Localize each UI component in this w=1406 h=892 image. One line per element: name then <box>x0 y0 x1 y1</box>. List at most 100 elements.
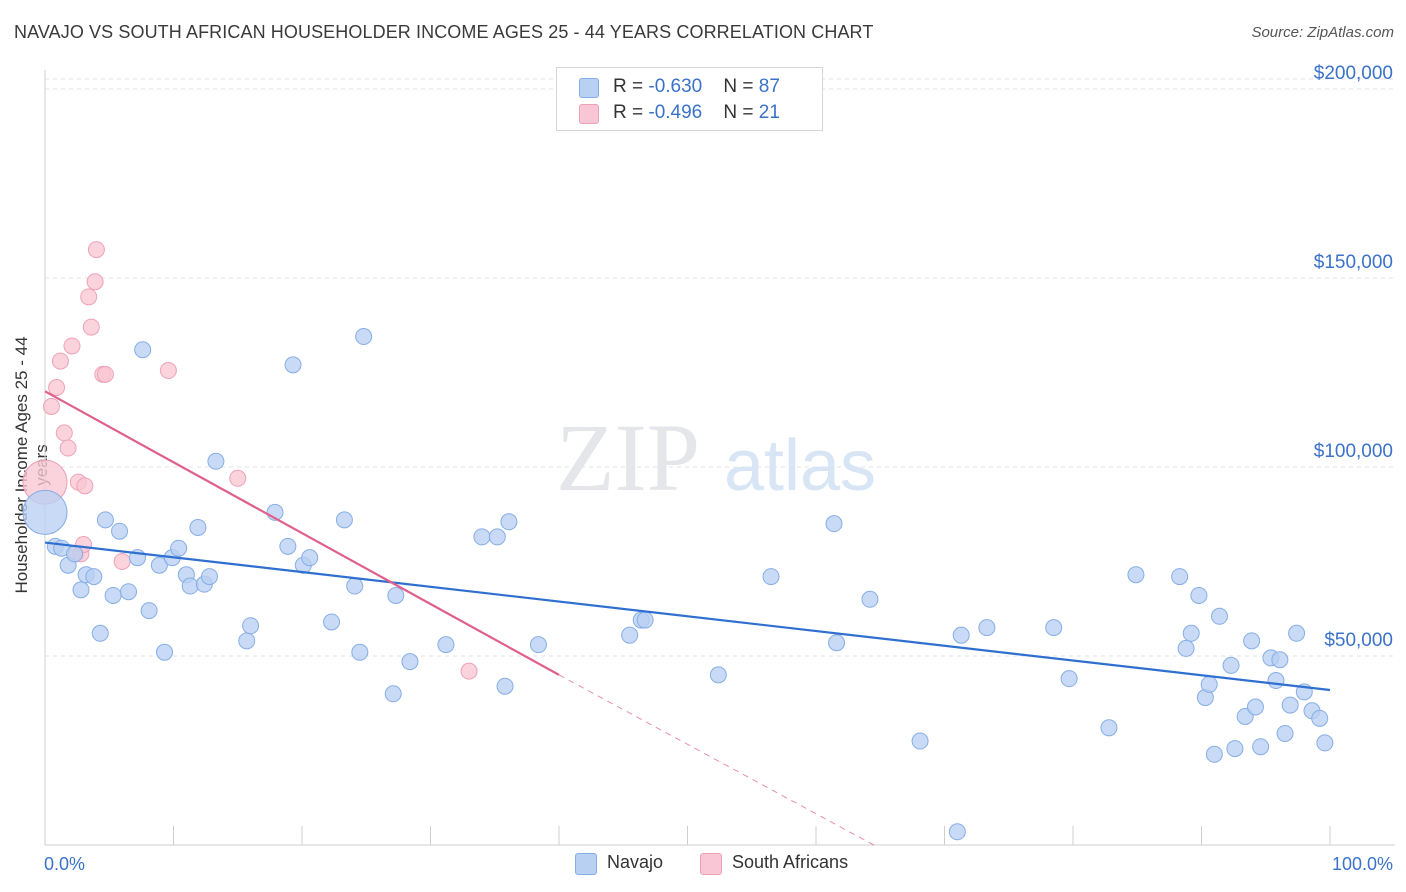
navajo-point <box>387 586 405 604</box>
navajo-point <box>207 452 225 470</box>
navajo-point <box>120 583 138 601</box>
south-africans-point <box>87 241 105 259</box>
navajo-point <box>948 823 966 841</box>
navajo-point <box>1246 698 1264 716</box>
navajo-point <box>636 611 654 629</box>
y-tick-label: $50,000 <box>1324 630 1393 651</box>
n-label: N = <box>723 102 759 123</box>
navajo-point <box>242 617 260 635</box>
navajo-point <box>1045 619 1063 637</box>
navajo-point <box>1288 624 1306 642</box>
navajo-point <box>301 549 319 567</box>
chart-title: NAVAJO VS SOUTH AFRICAN HOUSEHOLDER INCO… <box>14 22 874 42</box>
south-africans-point <box>229 469 247 487</box>
south-africans-point <box>59 439 77 457</box>
navajo-point <box>488 528 506 546</box>
x-tick-labels: 0.0% 100.0% <box>44 854 1393 874</box>
x-tick-label: 100.0% <box>1332 854 1393 874</box>
navajo-point <box>1182 624 1200 642</box>
navajo-point <box>1271 651 1289 669</box>
navajo-point <box>150 556 168 574</box>
navajo-point <box>104 586 122 604</box>
navajo-point <box>284 356 302 374</box>
south-africans-point <box>460 662 478 680</box>
navajo-point <box>181 577 199 595</box>
navajo-point <box>96 511 114 529</box>
south-africans-swatch <box>579 104 599 124</box>
navajo-point <box>621 626 639 644</box>
navajo-point <box>529 636 547 654</box>
navajo-point <box>355 328 373 346</box>
navajo-point <box>200 568 218 586</box>
x-tick-label: 0.0% <box>44 854 85 874</box>
south-africans-trend-extension <box>558 674 875 846</box>
legend-label-south-africans: South Africans <box>732 852 849 872</box>
south-africans-point <box>55 424 73 442</box>
navajo-point <box>1127 566 1145 584</box>
navajo-point <box>91 624 109 642</box>
navajo-point <box>952 626 970 644</box>
r-value: -0.630 <box>648 76 703 97</box>
legend-label-navajo: Navajo <box>607 852 664 872</box>
navajo-point <box>1267 672 1285 690</box>
south-africans-point <box>63 337 81 355</box>
n-value: 87 <box>758 76 780 97</box>
south-africans-point <box>82 318 100 336</box>
navajo-point <box>335 511 353 529</box>
navajo-point <box>134 341 152 359</box>
navajo-point <box>709 666 727 684</box>
south-africans-points <box>22 241 478 680</box>
south-africans-point <box>96 365 114 383</box>
navajo-trend-line <box>44 541 1331 692</box>
south-africans-point <box>42 397 60 415</box>
navajo-point <box>1252 738 1270 756</box>
south-africans-point <box>48 379 66 397</box>
navajo-point <box>22 489 68 535</box>
y-tick-label: $100,000 <box>1314 441 1393 462</box>
navajo-point <box>1177 639 1195 657</box>
navajo-swatch <box>575 853 597 875</box>
navajo-point <box>1205 745 1223 763</box>
navajo-point <box>351 643 369 661</box>
navajo-point <box>1171 568 1189 586</box>
navajo-point <box>1060 670 1078 688</box>
y-tick-labels: $50,000 $100,000 $150,000 $200,000 <box>1314 63 1393 651</box>
navajo-point <box>1210 607 1228 625</box>
navajo-point <box>170 539 188 557</box>
navajo-point <box>72 581 90 599</box>
source-credit: Source: ZipAtlas.com <box>1251 24 1394 41</box>
navajo-point <box>911 732 929 750</box>
navajo-points <box>22 328 1334 841</box>
navajo-point <box>762 568 780 586</box>
navajo-point <box>85 568 103 586</box>
axes <box>44 70 1395 846</box>
watermark-atlas: atlas <box>724 426 876 506</box>
navajo-point <box>156 643 174 661</box>
navajo-point <box>66 545 84 563</box>
navajo-point <box>1226 740 1244 758</box>
south-africans-point <box>51 352 69 370</box>
navajo-point <box>238 632 256 650</box>
south-africans-trend-line <box>44 390 560 676</box>
navajo-swatch <box>579 78 599 98</box>
south-africans-point <box>159 362 177 380</box>
trend-lines <box>44 390 1331 846</box>
navajo-point <box>500 513 518 531</box>
navajo-point <box>140 602 158 620</box>
navajo-point <box>1200 675 1218 693</box>
navajo-point <box>189 518 207 536</box>
navajo-point <box>473 528 491 546</box>
n-value: 21 <box>758 102 780 123</box>
navajo-point <box>111 522 129 540</box>
navajo-point <box>401 653 419 671</box>
south-africans-point <box>80 288 98 306</box>
navajo-point <box>1316 734 1334 752</box>
south-africans-swatch <box>700 853 722 875</box>
y-tick-label: $200,000 <box>1314 63 1393 84</box>
watermark-zip: ZIP <box>556 404 700 511</box>
navajo-point <box>1222 656 1240 674</box>
navajo-point <box>346 577 364 595</box>
r-label: R = <box>613 102 649 123</box>
navajo-point <box>384 685 402 703</box>
